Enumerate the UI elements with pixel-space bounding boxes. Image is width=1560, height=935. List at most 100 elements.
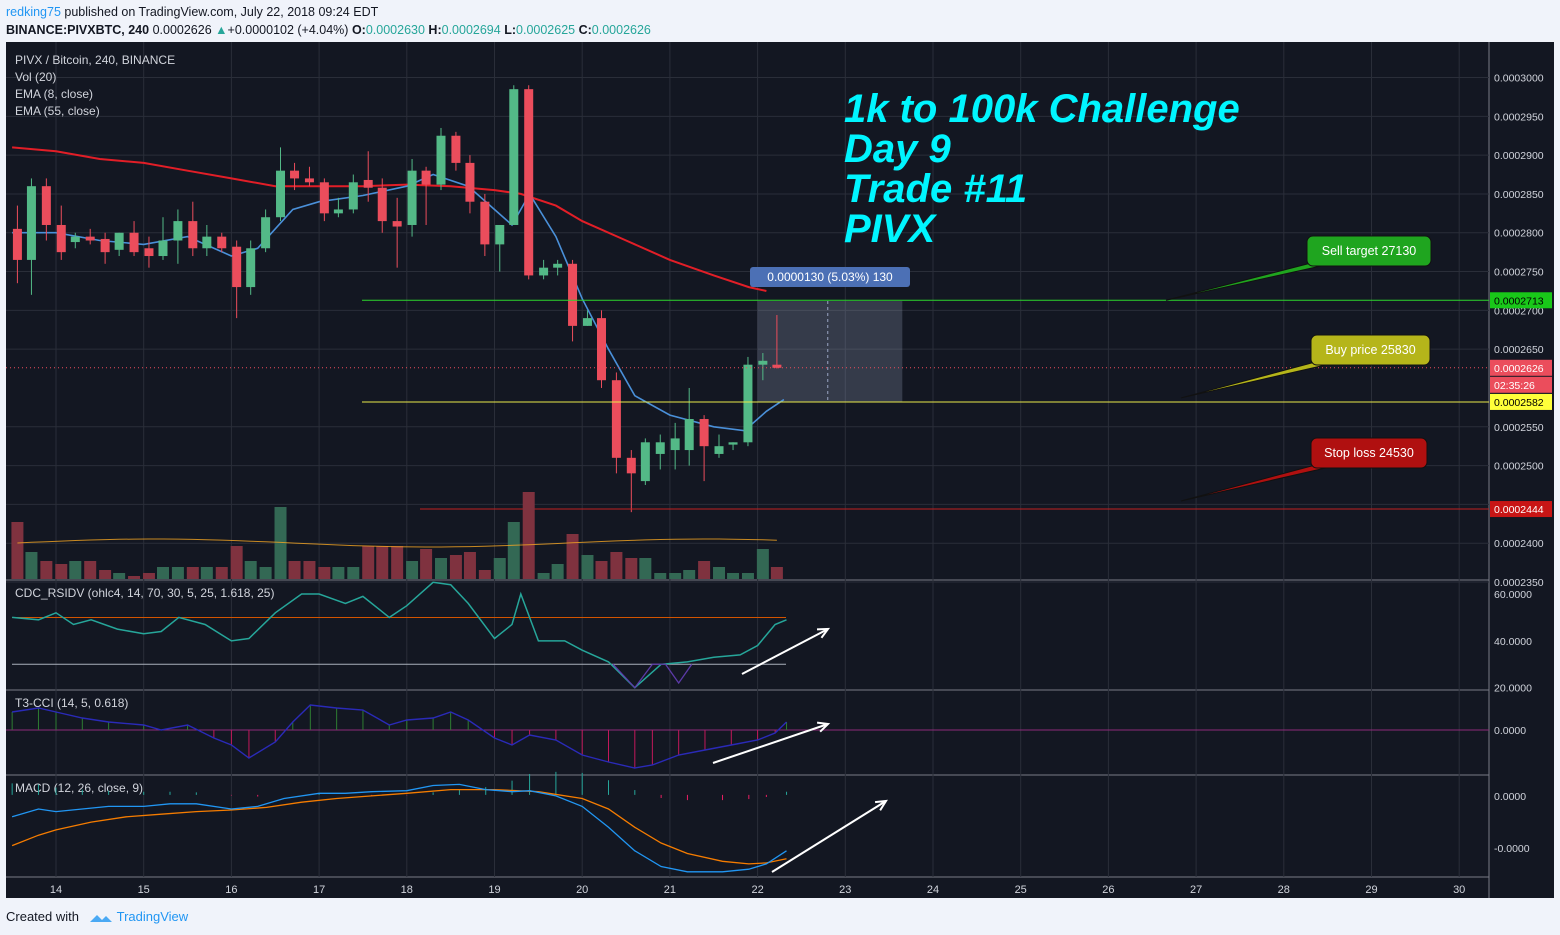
- candle-body[interactable]: [129, 232, 139, 253]
- time-tick-label: 18: [401, 884, 413, 896]
- candle-body[interactable]: [611, 380, 621, 458]
- candle-body[interactable]: [173, 221, 183, 241]
- tradingview-link[interactable]: TradingView: [116, 909, 189, 924]
- candle-body[interactable]: [70, 236, 80, 243]
- candle-body[interactable]: [772, 364, 782, 368]
- cdc-label: CDC_RSIDV (ohlc4, 14, 70, 30, 5, 25, 1.6…: [15, 586, 274, 600]
- price-tick-label: 0.0002550: [1494, 422, 1544, 434]
- legend-volume: Vol (20): [15, 70, 56, 84]
- stop-loss-callout-box[interactable]: [1310, 437, 1428, 469]
- candle-body[interactable]: [363, 179, 373, 188]
- pane-tick-label: -0.0000: [1494, 843, 1530, 855]
- candle-body[interactable]: [524, 89, 534, 276]
- trading-chart[interactable]: CDC_RSIDV (ohlc4, 14, 70, 30, 5, 25, 1.6…: [6, 42, 1554, 898]
- candle-body[interactable]: [304, 178, 314, 183]
- candle-body[interactable]: [407, 170, 417, 225]
- candle-body[interactable]: [743, 364, 753, 443]
- price-axis[interactable]: 0.0003000 0.0002950 0.0002900 0.0002850 0.00…: [1490, 73, 1552, 856]
- candle-body[interactable]: [158, 240, 168, 257]
- volume-bar: [770, 567, 783, 579]
- candle-body[interactable]: [640, 442, 650, 482]
- buy-price-tag: 0.0002582: [1494, 397, 1544, 409]
- candle-body[interactable]: [684, 419, 694, 451]
- volume-bar: [537, 573, 550, 579]
- candle-body[interactable]: [553, 263, 563, 268]
- volume-bar: [654, 573, 667, 579]
- candle-body[interactable]: [144, 248, 154, 257]
- candle-body[interactable]: [246, 248, 256, 288]
- macd-pane[interactable]: MACD (12, 26, close, 9): [11, 771, 788, 873]
- volume-bar: [347, 567, 360, 579]
- candle-body[interactable]: [348, 182, 358, 210]
- candle-body[interactable]: [655, 442, 665, 454]
- t3-cci-pane[interactable]: T3-CCI (14, 5, 0.618): [6, 696, 1489, 769]
- candle-body[interactable]: [596, 318, 606, 381]
- volume-bar: [741, 573, 754, 579]
- candle-body[interactable]: [758, 360, 768, 365]
- candle-body[interactable]: [85, 236, 95, 241]
- candle-body[interactable]: [232, 246, 242, 288]
- volume-bar: [610, 552, 623, 579]
- candle-body[interactable]: [12, 228, 22, 260]
- candle-body[interactable]: [188, 221, 198, 249]
- created-with-label: Created with: [6, 909, 79, 924]
- volume-bar: [40, 561, 53, 579]
- sell-target-callout: Sell target 27130: [1322, 244, 1417, 258]
- close-label: C:: [578, 23, 592, 37]
- candle-body[interactable]: [451, 135, 461, 163]
- time-tick-label: 19: [488, 884, 500, 896]
- sell-price-tag: 0.0002713: [1494, 295, 1544, 307]
- price-pane[interactable]: [6, 85, 1489, 513]
- time-tick-label: 26: [1102, 884, 1114, 896]
- annotations[interactable]: Sell target 27130 Buy price 25830 Stop los…: [712, 235, 1432, 873]
- volume-bar: [493, 558, 506, 579]
- candle-body[interactable]: [568, 263, 578, 326]
- candle-body[interactable]: [582, 318, 592, 326]
- volume-bar: [156, 567, 169, 579]
- volume-bar: [274, 507, 287, 579]
- candle-body[interactable]: [539, 267, 549, 276]
- cdc-rsidv-pane[interactable]: CDC_RSIDV (ohlc4, 14, 70, 30, 5, 25, 1.6…: [12, 581, 787, 689]
- volume-bar: [332, 567, 345, 579]
- candle-body[interactable]: [728, 442, 738, 445]
- cdc-arrow-head: [816, 627, 831, 639]
- candle-body[interactable]: [392, 221, 402, 227]
- candle-body[interactable]: [100, 238, 110, 253]
- candle-body[interactable]: [480, 201, 490, 245]
- candle-body[interactable]: [333, 209, 343, 214]
- candle-body[interactable]: [626, 457, 636, 474]
- measure-box[interactable]: [757, 301, 903, 402]
- candle-body[interactable]: [276, 170, 286, 218]
- cci-label: T3-CCI (14, 5, 0.618): [15, 696, 128, 710]
- title-line-3: Trade #11: [844, 167, 1027, 211]
- legend-ema55: EMA (55, close): [15, 104, 100, 118]
- time-axis[interactable]: 14 15 16 17 18 19 20 21 22 23 24 25 26 27 28 29 30: [50, 884, 1465, 896]
- candle-body[interactable]: [670, 438, 680, 451]
- candle-body[interactable]: [714, 446, 724, 454]
- candle-body[interactable]: [217, 236, 227, 249]
- candle-body[interactable]: [509, 89, 519, 225]
- author-name[interactable]: redking75: [6, 5, 61, 19]
- chart-background: [6, 42, 1554, 898]
- candle-body[interactable]: [56, 224, 66, 253]
- volume-bar: [683, 570, 696, 579]
- time-tick-label: 21: [664, 884, 676, 896]
- candle-body[interactable]: [377, 187, 387, 222]
- candle-body[interactable]: [319, 182, 329, 214]
- candle-body[interactable]: [114, 232, 124, 250]
- time-tick-label: 22: [751, 884, 763, 896]
- candle-body[interactable]: [290, 170, 300, 179]
- candle-body[interactable]: [495, 224, 505, 245]
- candle-body[interactable]: [465, 162, 475, 202]
- volume-bar: [406, 561, 419, 579]
- tradingview-logo-icon[interactable]: [89, 912, 113, 923]
- candle-body[interactable]: [26, 186, 36, 260]
- candle-body[interactable]: [261, 217, 271, 249]
- sell-target-callout-box[interactable]: [1306, 235, 1432, 267]
- candle-body[interactable]: [421, 170, 431, 185]
- candle-body[interactable]: [41, 186, 51, 225]
- candle-body[interactable]: [699, 419, 709, 447]
- buy-price-callout-box[interactable]: [1310, 334, 1431, 366]
- candle-body[interactable]: [202, 236, 212, 249]
- candle-body[interactable]: [436, 135, 446, 185]
